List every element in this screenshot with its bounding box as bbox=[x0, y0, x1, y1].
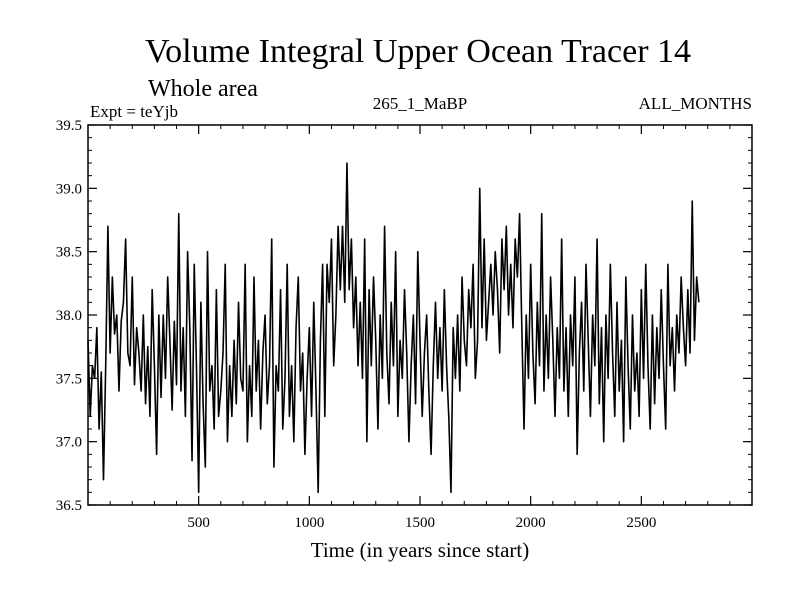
chart-title: Volume Integral Upper Ocean Tracer 14 bbox=[145, 33, 691, 70]
ticks-group: 500 1000 1500 2000 2500 36.5 37.0 37.5 38.0 38.5 3… bbox=[56, 118, 752, 531]
y-tick-label: 36.5 bbox=[56, 498, 82, 514]
y-tick-label: 38.5 bbox=[56, 245, 82, 261]
expt-label: Expt = teYjb bbox=[90, 102, 178, 121]
y-tick-label: 38.0 bbox=[56, 308, 82, 324]
y-tick-label: 37.5 bbox=[56, 371, 82, 387]
x-tick-label: 1500 bbox=[405, 515, 435, 531]
plot-frame bbox=[87, 124, 753, 506]
y-tick-label: 39.5 bbox=[56, 118, 82, 134]
x-tick-label: 2000 bbox=[516, 515, 546, 531]
x-tick-label: 2500 bbox=[626, 515, 656, 531]
x-tick-label: 500 bbox=[187, 515, 210, 531]
period-label: 265_1_MaBP bbox=[373, 94, 467, 113]
y-tick-label: 39.0 bbox=[56, 181, 82, 197]
x-tick-label: 1000 bbox=[294, 515, 324, 531]
series-group bbox=[87, 162, 700, 494]
y-tick-label: 37.0 bbox=[56, 435, 82, 451]
x-axis-label: Time (in years since start) bbox=[311, 538, 530, 562]
series-line-0 bbox=[87, 162, 700, 494]
chart-subtitle: Whole area bbox=[148, 76, 258, 102]
months-label: ALL_MONTHS bbox=[639, 94, 752, 113]
